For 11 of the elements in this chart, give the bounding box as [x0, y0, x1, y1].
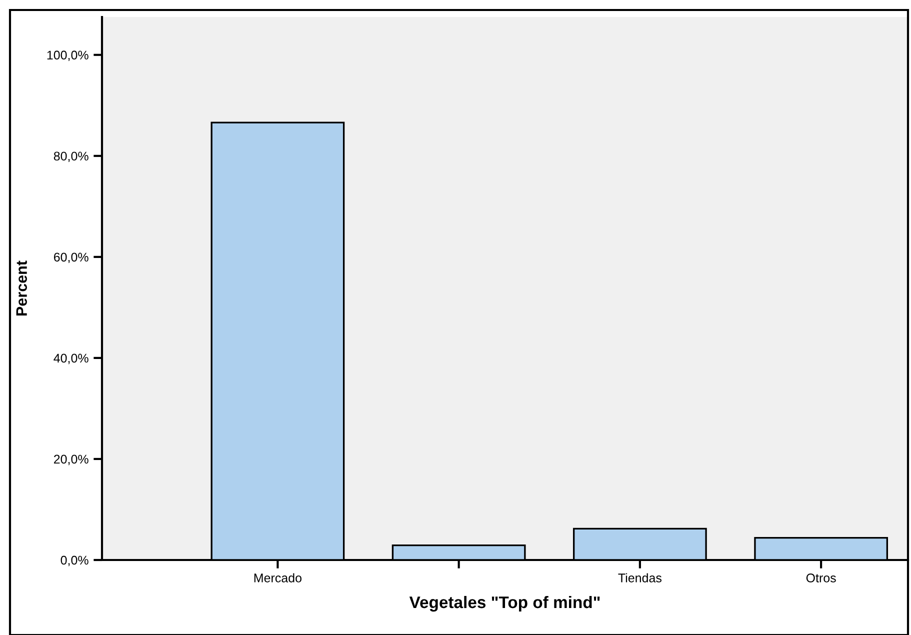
x-tick-label: Tiendas [618, 573, 662, 582]
y-tick-label: 60,0% [54, 252, 88, 264]
x-tick-label: Otros [806, 574, 836, 582]
y-axis-title: Percent [16, 260, 27, 316]
y-tick-label: 0,0% [60, 556, 88, 566]
x-tick-label: Mercado [254, 573, 302, 582]
y-tick-label: 40,0% [54, 354, 88, 364]
x-axis-title: Vegetales "Top of mind" [409, 596, 600, 612]
y-tick-label: 80,0% [54, 152, 88, 162]
y-tick-label: 20,0% [54, 454, 88, 466]
y-tick-label: 100,0% [47, 50, 88, 62]
